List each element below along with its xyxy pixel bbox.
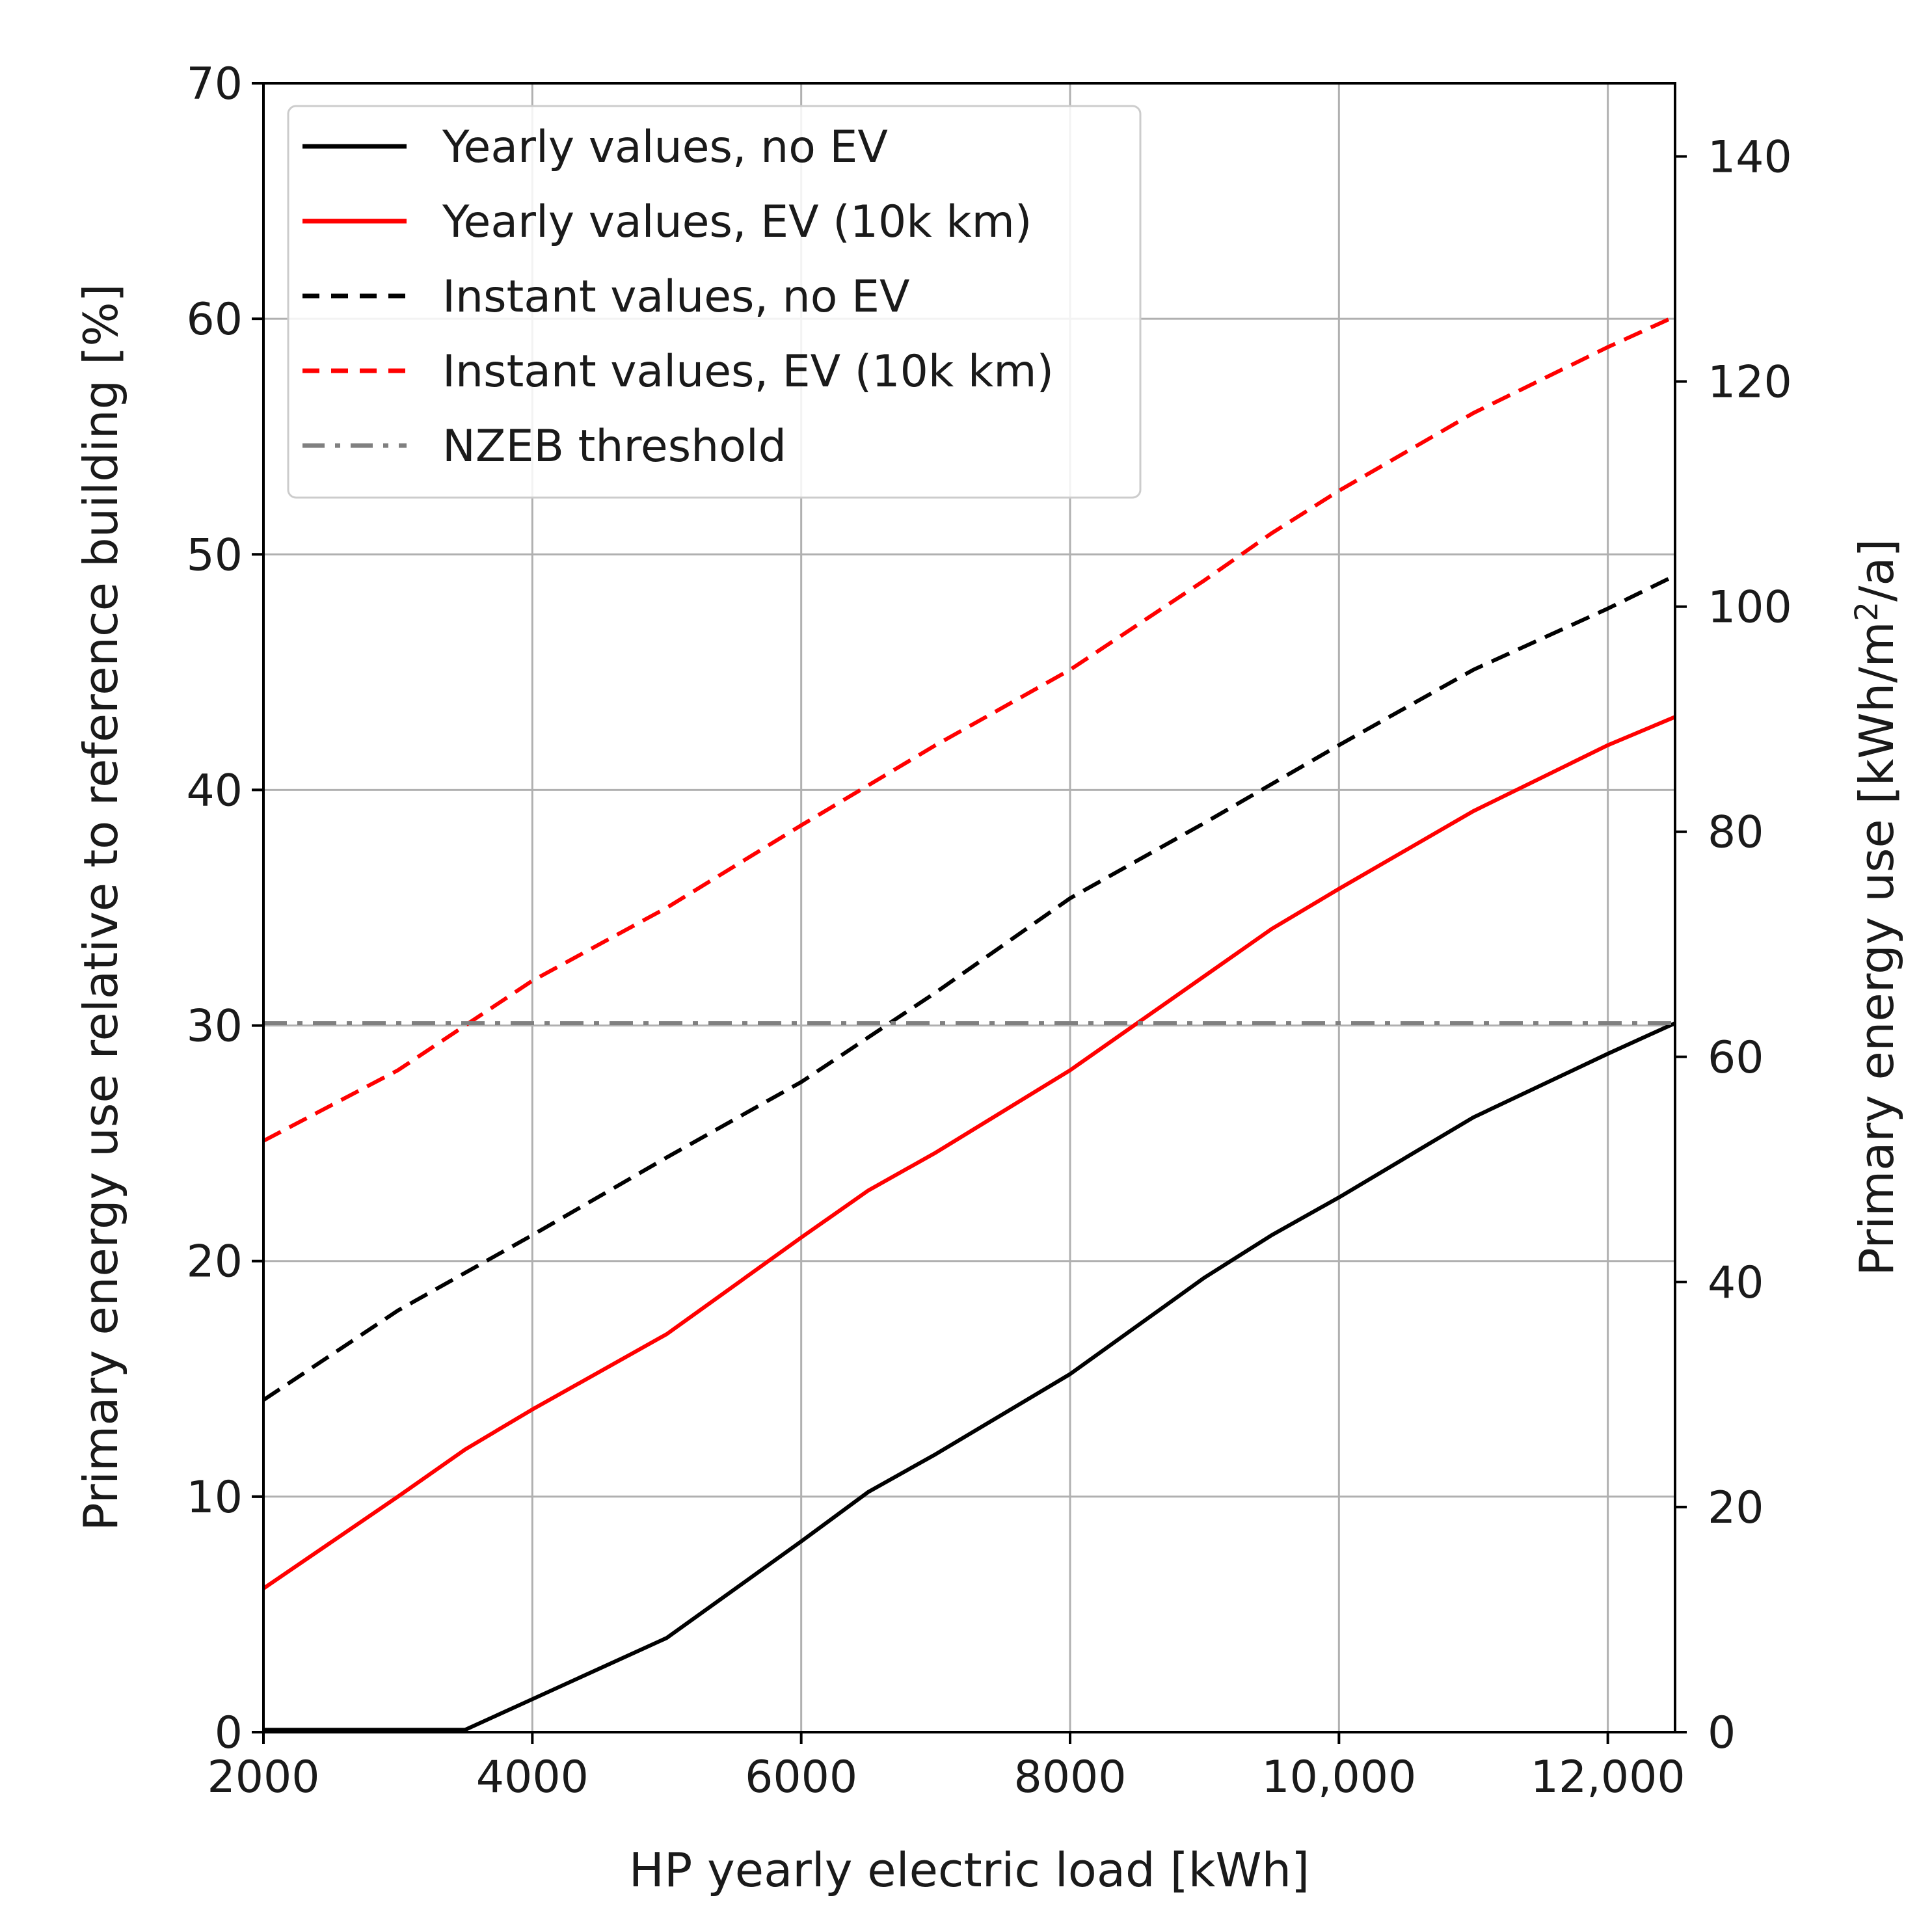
y-axis-title: Primary energy use relative to reference…: [74, 284, 128, 1531]
legend-entries: Yearly values, no EV Yearly values, EV (1…: [302, 122, 1054, 472]
x-axis-title: HP yearly electric load [kWh]: [629, 1843, 1310, 1897]
legend-label-0: Yearly values, no EV: [442, 122, 888, 173]
series-layer: [262, 314, 1676, 1732]
x-tick-label-0: 2000: [207, 1752, 319, 1803]
x-tick-label-3: 8000: [1013, 1752, 1126, 1803]
y2-tick-label-5: 100: [1708, 582, 1792, 634]
y-tick-label-4: 40: [186, 765, 243, 816]
y2-tick-label-2: 40: [1708, 1257, 1764, 1309]
x-tick-label-5: 12,000: [1531, 1752, 1685, 1803]
y2-tick-label-4: 80: [1708, 807, 1764, 859]
legend-label-3: Instant values, EV (10k km): [442, 346, 1054, 397]
x-tick-label-4: 10,000: [1261, 1752, 1416, 1803]
y-axis-right: 0 20 40 60 80 100 120 140: [1675, 131, 1792, 1759]
x-tick-label-2: 6000: [745, 1752, 857, 1803]
x-tick-label-1: 4000: [476, 1752, 589, 1803]
series-line-3: [262, 314, 1676, 1143]
y-tick-label-6: 60: [186, 294, 243, 345]
y2-tick-label-1: 20: [1708, 1482, 1764, 1534]
legend-label-2: Instant values, no EV: [442, 271, 909, 323]
plot-frame: [262, 82, 1676, 1733]
y2-axis-title-main: Primary energy use [kWh/m: [1849, 621, 1904, 1276]
y-tick-label-2: 20: [186, 1237, 243, 1288]
legend-label-1: Yearly values, EV (10k km): [442, 196, 1032, 248]
y2-tick-label-0: 0: [1708, 1707, 1736, 1759]
y2-axis-title: Primary energy use [kWh/m2/a]: [1849, 539, 1904, 1276]
legend-label-4: NZEB threshold: [442, 421, 786, 472]
y2-tick-label-7: 140: [1708, 131, 1792, 183]
y2-tick-label-3: 60: [1708, 1032, 1764, 1084]
series-line-1: [262, 715, 1676, 1590]
y-tick-label-5: 50: [186, 529, 243, 581]
y2-axis-title-superscript: 2: [1849, 602, 1885, 622]
y-tick-label-7: 70: [186, 59, 243, 110]
y2-axis-title-suffix: /a]: [1849, 539, 1904, 601]
y-tick-label-0: 0: [215, 1707, 243, 1759]
y-axis-left: 0 10 20 30 40 50 60 70: [186, 59, 263, 1759]
y-tick-label-1: 10: [186, 1472, 243, 1523]
x-axis: 2000 4000 6000 8000 10,000 12,000: [207, 1732, 1685, 1803]
legend: Yearly values, no EV Yearly values, EV (1…: [287, 105, 1142, 499]
series-line-0: [263, 1021, 1676, 1732]
y2-tick-label-6: 120: [1708, 357, 1792, 408]
series-line-2: [262, 574, 1676, 1402]
legend-box: [287, 105, 1142, 499]
y-tick-label-3: 30: [186, 1001, 243, 1052]
